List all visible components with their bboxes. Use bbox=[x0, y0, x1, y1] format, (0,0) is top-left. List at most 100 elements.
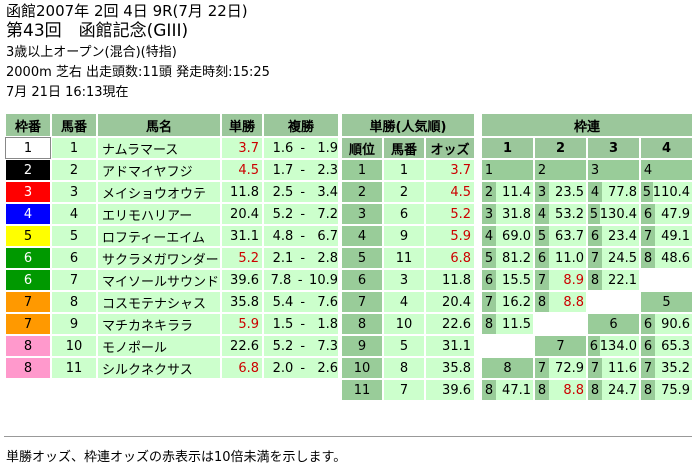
popularity-rank: 1 bbox=[342, 160, 382, 180]
wakuren-diagonal-cell: 8 bbox=[482, 358, 533, 378]
horse-name: マイソールサウンド bbox=[98, 270, 220, 290]
wakuren-cell: 4 77.8 bbox=[588, 182, 639, 202]
race-title: 第43回 函館記念(GIII) bbox=[6, 21, 189, 41]
wakuren-pair-key: 4 bbox=[535, 204, 549, 224]
place-sep: - bbox=[300, 338, 306, 354]
win-odds: 6.8 bbox=[222, 358, 262, 378]
wakuren-pair-key: 6 bbox=[641, 336, 655, 356]
popularity-odds: 22.6 bbox=[426, 314, 474, 334]
race-date-line: 函館2007年 2回 4日 9R(7月 22日) bbox=[6, 2, 248, 20]
place-odds: 5.2-7.2 bbox=[264, 204, 338, 224]
popularity-horse-number: 7 bbox=[384, 380, 424, 400]
wakuren-pair-key: 4 bbox=[482, 226, 496, 246]
wakuren-cell: 4 bbox=[641, 160, 693, 180]
wakuren-cell: 7 8.9 bbox=[535, 270, 586, 290]
place-high: 7.3 bbox=[317, 338, 338, 354]
wakuren-blank-cell bbox=[588, 292, 639, 312]
wakuren-pair-key: 6 bbox=[641, 314, 655, 334]
wakuren-pair-key: 1 bbox=[482, 160, 496, 180]
wakuren-diagonal-cell: 6 bbox=[588, 314, 639, 334]
table-row: 10 8 35.8 bbox=[342, 358, 474, 378]
wakuren-odds: 22.1 bbox=[608, 272, 637, 288]
horse-name: モノポール bbox=[98, 336, 220, 356]
race-class: 3歳以上オープン(混合)(特指) bbox=[6, 45, 177, 60]
horse-name: サクラメガワンダー bbox=[98, 248, 220, 268]
place-sep: - bbox=[300, 316, 306, 332]
wakuren-odds: 53.2 bbox=[555, 206, 584, 222]
wakuren-cell: 5 63.7 bbox=[535, 226, 586, 246]
place-high: 3.4 bbox=[317, 184, 338, 200]
horse-name: マチカネキララ bbox=[98, 314, 220, 334]
place-odds: 5.4-7.6 bbox=[264, 292, 338, 312]
wakuren-cell: 7 72.9 bbox=[535, 358, 586, 378]
waku-number: 6 bbox=[6, 270, 50, 290]
table-row: 6 7 マイソールサウンド 39.6 7.8-10.9 bbox=[6, 270, 338, 290]
wakuren-odds: 130.4 bbox=[599, 206, 637, 222]
place-low: 5.2 bbox=[272, 338, 294, 354]
wakuren-pair-key: 6 bbox=[588, 336, 600, 356]
popularity-odds: 31.1 bbox=[426, 336, 474, 356]
popularity-horse-number: 10 bbox=[384, 314, 424, 334]
wakuren-cell: 3 31.8 bbox=[482, 204, 533, 224]
wakuren-cell: 8 8.8 bbox=[535, 292, 586, 312]
place-low: 5.4 bbox=[272, 294, 294, 310]
place-odds: 2.5-3.4 bbox=[264, 182, 338, 202]
place-sep: - bbox=[297, 272, 303, 288]
wakuren-odds: 11.6 bbox=[608, 360, 637, 376]
popularity-rank: 2 bbox=[342, 182, 382, 202]
place-odds: 2.1-2.8 bbox=[264, 248, 338, 268]
popularity-horse-number: 9 bbox=[384, 226, 424, 246]
wakuren-odds: 69.0 bbox=[502, 228, 531, 244]
wakuren-cell: 5 110.4 bbox=[641, 182, 693, 202]
table-row: 8 10 22.6 bbox=[342, 314, 474, 334]
place-odds: 2.0-2.6 bbox=[264, 358, 338, 378]
table-row: 8 47.1 8 8.8 8 24.7 8 75.9 bbox=[482, 380, 693, 400]
place-low: 2.0 bbox=[272, 360, 294, 376]
wakuren-cell: 8 24.7 bbox=[588, 380, 639, 400]
header-waku: 枠番 bbox=[6, 114, 50, 136]
horse-name: ロフティーエイム bbox=[98, 226, 220, 246]
popularity-odds: 35.8 bbox=[426, 358, 474, 378]
place-low: 1.5 bbox=[272, 316, 294, 332]
wakuren-cell: 1 bbox=[482, 160, 533, 180]
place-high: 7.6 bbox=[317, 294, 338, 310]
wakuren-pair-key: 8 bbox=[535, 292, 549, 312]
footnote: 単勝オッズ、枠連オッズの赤表示は10倍未満を示します。 bbox=[6, 450, 347, 465]
header-uma: 馬番 bbox=[52, 114, 96, 136]
popularity-horse-number: 11 bbox=[384, 248, 424, 268]
wakuren-cell: 4 69.0 bbox=[482, 226, 533, 246]
table-row: 4 4 エリモハリアー 20.4 5.2-7.2 bbox=[6, 204, 338, 224]
win-odds: 31.1 bbox=[222, 226, 262, 246]
wakuren-odds: 11.5 bbox=[502, 316, 531, 332]
wakuren-odds: 23.4 bbox=[608, 228, 637, 244]
popularity-odds: 11.8 bbox=[426, 270, 474, 290]
table-row: 2 2 アドマイヤフジ 4.5 1.7-2.3 bbox=[6, 160, 338, 180]
popularity-rank: 7 bbox=[342, 292, 382, 312]
place-high: 1.8 bbox=[317, 316, 338, 332]
waku-number: 5 bbox=[6, 226, 50, 246]
win-popularity-table: 単勝(人気順) 順位 馬番 オッズ 1 1 3.7 2 2 4.5 3 6 5.2 4 9 5.9 5 1… bbox=[340, 112, 476, 402]
header-place: 複勝 bbox=[264, 114, 338, 136]
wakuren-pair-key: 7 bbox=[535, 358, 549, 378]
wakuren-diagonal-cell: 7 bbox=[535, 336, 586, 356]
place-sep: - bbox=[300, 184, 306, 200]
table-row: 8 11 シルクネクサス 6.8 2.0-2.6 bbox=[6, 358, 338, 378]
wakuren-pair-key: 5 bbox=[535, 226, 549, 246]
wakuren-pair-key: 6 bbox=[588, 226, 602, 246]
table-row: 2 2 4.5 bbox=[342, 182, 474, 202]
wakuren-cell: 8 47.1 bbox=[482, 380, 533, 400]
wakuren-pair-key: 8 bbox=[588, 380, 602, 400]
table-row: 7 8 コスモテナシャス 35.8 5.4-7.6 bbox=[6, 292, 338, 312]
place-low: 5.2 bbox=[272, 206, 294, 222]
place-low: 4.8 bbox=[272, 228, 294, 244]
place-high: 6.7 bbox=[317, 228, 338, 244]
wakuren-cell: 7 35.2 bbox=[641, 358, 693, 378]
wakuren-cell: 3 bbox=[588, 160, 639, 180]
popularity-horse-number: 1 bbox=[384, 160, 424, 180]
waku-number: 8 bbox=[6, 358, 50, 378]
wakuren-pair-key: 3 bbox=[588, 160, 602, 180]
win-odds: 20.4 bbox=[222, 204, 262, 224]
wakuren-column-header: 1 bbox=[482, 138, 533, 158]
wakuren-cell: 6 11.0 bbox=[535, 248, 586, 268]
popularity-rank: 8 bbox=[342, 314, 382, 334]
